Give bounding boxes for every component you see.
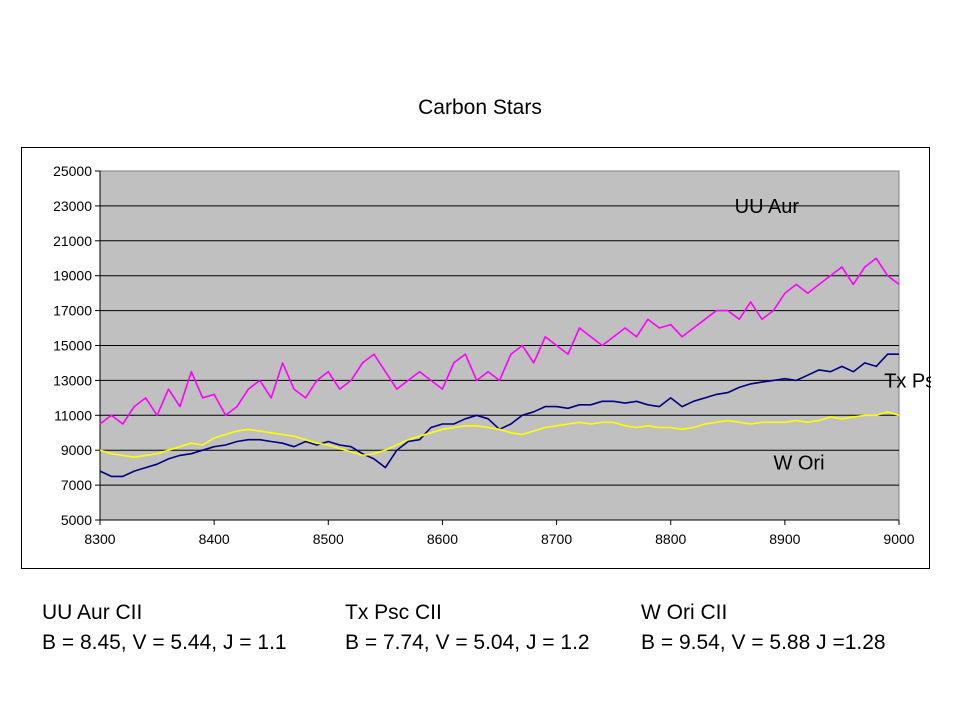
uu-aur-magnitudes: B = 8.45, V = 5.44, J = 1.1 <box>42 631 287 654</box>
line-chart: 5000 7000 9000 11000 13000 15000 17000 19000 210… <box>53 163 931 547</box>
y-tick-label: 7000 <box>61 477 92 493</box>
x-tick-label: 8600 <box>427 531 458 547</box>
series-annotation: Tx Psc <box>884 370 931 392</box>
y-tick-label: 15000 <box>53 338 92 354</box>
tx-psc-info: Tx Psc CII B = 7.74, V = 5.04, J = 1.2 <box>345 598 590 658</box>
y-tick-label: 25000 <box>53 163 92 179</box>
y-tick-label: 21000 <box>53 233 92 249</box>
y-tick-label: 23000 <box>53 198 92 214</box>
y-tick-label: 5000 <box>61 512 92 528</box>
series-line-uu-aur <box>99 257 900 425</box>
y-tick-label: 13000 <box>53 372 92 388</box>
w-ori-info: W Ori CII B = 9.54, V = 5.88 J =1.28 <box>641 598 886 658</box>
w-ori-class: W Ori CII <box>641 601 728 624</box>
x-tick-label: 8700 <box>541 531 572 547</box>
x-tick-label: 9000 <box>883 531 914 547</box>
series-line-w-ori <box>99 410 900 459</box>
x-tick-label: 8500 <box>313 531 344 547</box>
w-ori-magnitudes: B = 9.54, V = 5.88 J =1.28 <box>641 631 886 654</box>
y-tick-label: 17000 <box>53 303 92 319</box>
x-tick-label: 8800 <box>655 531 686 547</box>
y-tick-label: 19000 <box>53 268 92 284</box>
y-tick-label: 9000 <box>61 442 92 458</box>
x-tick-label: 8400 <box>199 531 230 547</box>
y-tick-label: 11000 <box>54 407 92 423</box>
series-annotation: UU Aur <box>735 196 800 218</box>
chart-frame: 5000 7000 9000 11000 13000 15000 17000 19000 210… <box>21 147 931 569</box>
x-tick-label: 8300 <box>84 531 115 547</box>
tx-psc-magnitudes: B = 7.74, V = 5.04, J = 1.2 <box>345 631 590 654</box>
chart-title: Carbon Stars <box>418 96 542 119</box>
tx-psc-class: Tx Psc CII <box>345 601 442 624</box>
x-tick-label: 8900 <box>769 531 800 547</box>
uu-aur-class: UU Aur CII <box>42 601 143 624</box>
series-annotation: W Ori <box>773 452 824 474</box>
uu-aur-info: UU Aur CII B = 8.45, V = 5.44, J = 1.1 <box>42 598 287 658</box>
